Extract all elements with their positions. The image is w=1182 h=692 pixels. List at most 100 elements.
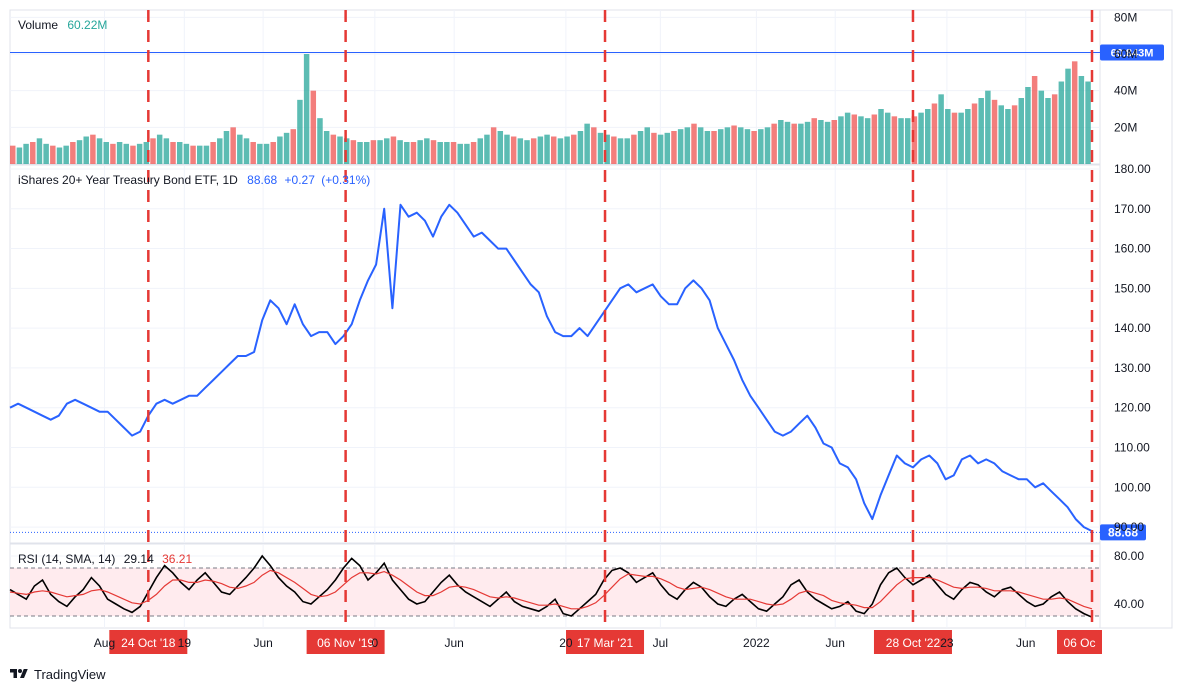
volume-bar xyxy=(838,116,844,164)
volume-bar xyxy=(644,127,650,164)
volume-bar xyxy=(657,134,664,164)
price-legend-interval: 1D xyxy=(222,173,238,187)
volume-bar xyxy=(664,132,671,164)
x-tick-label: 20 xyxy=(559,636,573,650)
volume-bar xyxy=(404,142,410,164)
rsi-legend-sma: 36.21 xyxy=(162,552,192,566)
volume-bar xyxy=(23,143,29,164)
volume-bar xyxy=(517,138,524,164)
event-label-badge xyxy=(109,630,188,654)
volume-bar xyxy=(871,114,878,164)
volume-bar xyxy=(323,131,330,164)
volume-bar xyxy=(971,103,978,164)
price-legend-change-pct: (+0.31%) xyxy=(321,173,370,187)
volume-legend-value: 60.22M xyxy=(67,18,107,32)
volume-bar xyxy=(637,131,644,164)
volume-bar xyxy=(551,136,557,164)
volume-bar xyxy=(784,121,791,164)
volume-bar xyxy=(1051,94,1058,164)
rsi-legend-value: 29.14 xyxy=(124,552,154,566)
volume-bar xyxy=(310,90,317,164)
volume-bar xyxy=(210,142,216,164)
volume-bar xyxy=(384,138,390,164)
volume-bar xyxy=(76,140,83,164)
last-price-label: 88.68 xyxy=(1108,525,1138,539)
volume-bars: 60.843M xyxy=(10,44,1164,165)
y-tick-label: 40M xyxy=(1114,84,1137,98)
volume-bar xyxy=(564,136,570,164)
volume-bar xyxy=(257,143,263,164)
volume-bar xyxy=(50,145,56,164)
volume-bar xyxy=(370,140,377,164)
volume-bar xyxy=(851,114,858,164)
volume-bar xyxy=(96,138,103,164)
y-tick-label: 40.00 xyxy=(1114,597,1144,611)
volume-bar xyxy=(136,143,143,164)
volume-bar xyxy=(297,99,303,164)
volume-bar xyxy=(484,134,490,164)
volume-bar xyxy=(150,138,156,164)
y-tick-label: 90.00 xyxy=(1114,520,1144,534)
volume-bar xyxy=(317,118,323,164)
y-tick-label: 120.00 xyxy=(1114,401,1151,415)
volume-bar xyxy=(697,127,704,164)
tradingview-brand[interactable]: TradingView xyxy=(34,666,106,682)
volume-bar xyxy=(691,123,697,164)
rsi-band-layer xyxy=(10,567,1100,617)
price-line xyxy=(9,203,1093,532)
volume-bar xyxy=(844,112,851,164)
volume-bar xyxy=(56,147,63,164)
volume-bar xyxy=(751,131,757,164)
volume-bar xyxy=(170,142,176,164)
volume-bar xyxy=(617,138,624,164)
volume-bar xyxy=(437,142,443,164)
price-legend-last: 88.68 xyxy=(247,173,277,187)
price-series-layer: 88.68 xyxy=(9,203,1146,541)
volume-bar xyxy=(464,143,470,164)
volume-bar xyxy=(390,136,397,164)
volume-bar xyxy=(918,112,924,164)
y-tick-label: 160.00 xyxy=(1114,242,1151,256)
volume-bar xyxy=(90,134,96,164)
tradingview-logo-icon[interactable] xyxy=(10,667,28,681)
volume-bar xyxy=(818,120,824,164)
volume-bar xyxy=(958,112,964,164)
volume-bar xyxy=(497,131,504,164)
x-tick-label: 19 xyxy=(178,636,192,650)
volume-bar xyxy=(350,140,357,164)
volume-bar xyxy=(510,136,517,164)
volume-bar xyxy=(724,127,731,164)
volume-bar xyxy=(951,112,958,164)
volume-reference-label: 60.843M xyxy=(1111,47,1154,59)
volume-bar xyxy=(677,129,684,164)
volume-bar xyxy=(764,127,771,164)
volume-bar xyxy=(444,142,450,164)
volume-bar xyxy=(1005,109,1011,164)
price-scale[interactable] xyxy=(1099,9,1173,629)
volume-bar xyxy=(778,120,784,164)
price-panel xyxy=(9,164,1101,544)
event-label-badge xyxy=(873,630,952,654)
volume-bar xyxy=(991,99,998,164)
volume-bar xyxy=(978,98,984,164)
volume-bar xyxy=(250,142,256,164)
volume-bar xyxy=(130,145,136,164)
rsi-sma-line xyxy=(9,569,1093,610)
volume-bar xyxy=(63,145,69,164)
volume-bar xyxy=(363,142,370,164)
y-tick-label: 150.00 xyxy=(1114,281,1151,295)
volume-bar xyxy=(811,118,817,164)
volume-bar xyxy=(123,143,130,164)
x-tick-label: Jun xyxy=(826,636,845,650)
y-tick-label: 170.00 xyxy=(1114,202,1151,216)
volume-bar xyxy=(190,145,196,164)
volume-bar xyxy=(711,131,717,164)
volume-bar xyxy=(16,147,23,164)
volume-bar xyxy=(631,134,637,164)
last-price-badge xyxy=(1100,524,1146,541)
volume-bar xyxy=(176,142,183,164)
volume-bar xyxy=(824,121,831,164)
volume-bar xyxy=(704,131,711,164)
volume-bar xyxy=(731,125,737,164)
rsi-legend: RSI (14, SMA, 14) 29.14 36.21 xyxy=(18,552,192,566)
